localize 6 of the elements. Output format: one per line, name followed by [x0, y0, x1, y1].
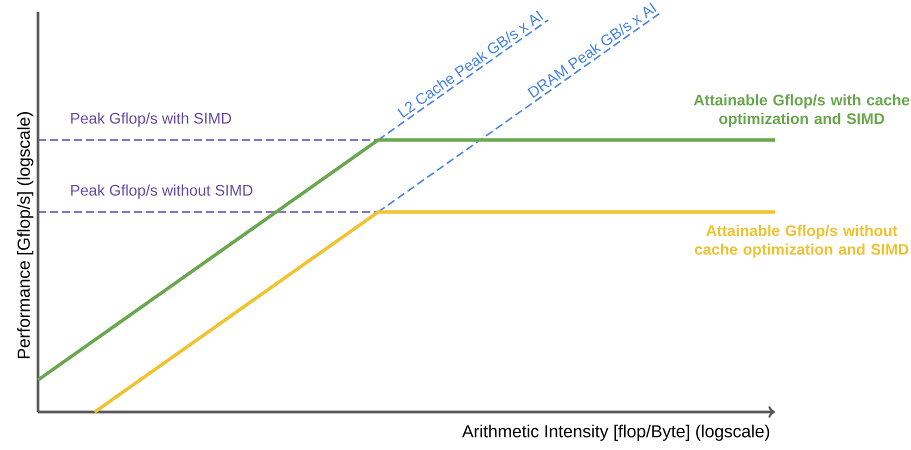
series-label: Peak Gflop/s without SIMD [71, 184, 252, 199]
series-label: Peak Gflop/s with SIMD [71, 112, 232, 127]
x-axis-title: Arithmetic Intensity [flop/Byte] (logscale) [462, 424, 770, 441]
y-axis-title: Performance [Gflop/s] (logscale) [17, 112, 34, 358]
series-label: Attainable Gflop/s without cache optimization and SIMD [694, 224, 908, 258]
series-label: Attainable Gflop/s with cache optimization and SIMD [694, 94, 910, 128]
